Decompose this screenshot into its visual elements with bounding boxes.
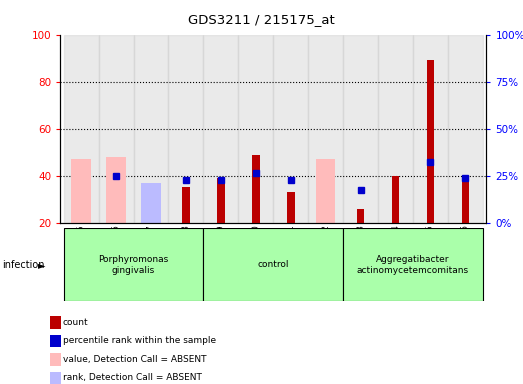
Bar — [287, 192, 294, 223]
Text: infection: infection — [3, 260, 45, 270]
Bar — [203, 35, 238, 223]
Bar — [274, 35, 308, 223]
Text: percentile rank within the sample: percentile rank within the sample — [63, 336, 216, 346]
Text: value, Detection Call = ABSENT: value, Detection Call = ABSENT — [63, 355, 206, 364]
Bar — [182, 187, 190, 223]
Bar — [141, 183, 161, 223]
Bar — [98, 35, 133, 223]
Bar — [343, 228, 483, 301]
Bar — [107, 157, 126, 223]
Text: Aggregatibacter
actinomycetemcomitans: Aggregatibacter actinomycetemcomitans — [357, 255, 469, 275]
Bar — [203, 228, 343, 301]
Text: ►: ► — [38, 260, 45, 270]
Bar — [357, 209, 365, 223]
Text: count: count — [63, 318, 88, 327]
Bar — [168, 35, 203, 223]
Text: GDS3211 / 215175_at: GDS3211 / 215175_at — [188, 13, 335, 26]
Bar — [378, 35, 413, 223]
Bar — [343, 35, 378, 223]
Bar — [316, 159, 335, 223]
Bar — [462, 176, 469, 223]
Bar — [392, 176, 400, 223]
Bar — [217, 178, 225, 223]
Bar — [308, 35, 343, 223]
Bar — [72, 159, 90, 223]
Bar — [238, 35, 274, 223]
Bar — [413, 35, 448, 223]
Bar — [427, 60, 434, 223]
Bar — [252, 154, 259, 223]
Text: rank, Detection Call = ABSENT: rank, Detection Call = ABSENT — [63, 373, 202, 382]
Text: control: control — [257, 260, 289, 270]
Bar — [64, 228, 203, 301]
Bar — [133, 35, 168, 223]
Bar — [448, 35, 483, 223]
Text: Porphyromonas
gingivalis: Porphyromonas gingivalis — [98, 255, 168, 275]
Bar — [64, 35, 98, 223]
